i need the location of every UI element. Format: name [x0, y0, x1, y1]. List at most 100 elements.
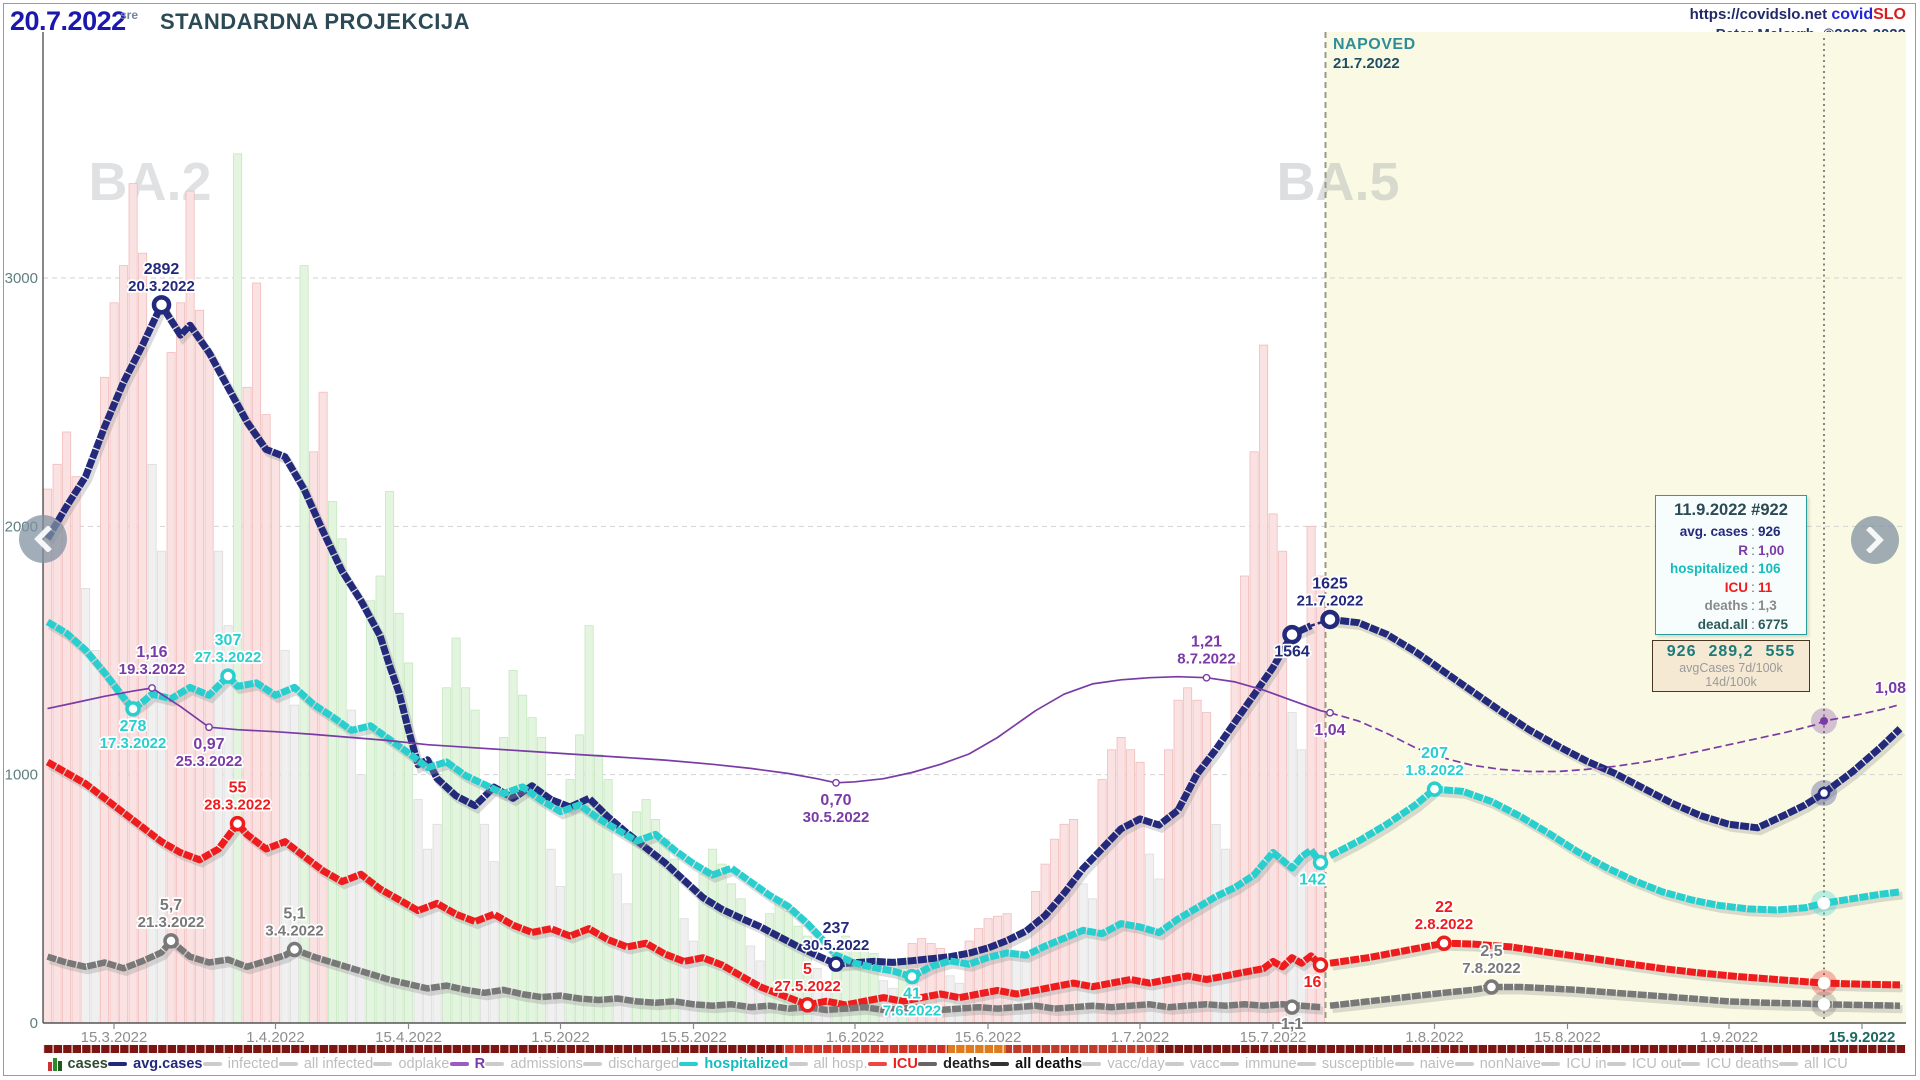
svg-text:1,08: 1,08	[1875, 680, 1906, 697]
cursor-dot-hosp	[1817, 896, 1831, 910]
legend-item-avg-cases[interactable]: avg.cases	[108, 1056, 202, 1072]
chevron-right-icon	[1866, 527, 1884, 553]
legend-dash-icon	[583, 1062, 603, 1066]
timeline-strip	[43, 1044, 1906, 1054]
legend-dash-icon	[108, 1062, 128, 1066]
chart-legend: cases avg.cases infected all infected odplak…	[48, 1056, 1848, 1072]
legend-dash-icon	[1164, 1062, 1184, 1066]
legend-item-nonnaive[interactable]: nonNaive	[1454, 1056, 1541, 1072]
legend-item-all-icu[interactable]: all ICU	[1779, 1056, 1848, 1072]
y-axis-label: 3000	[5, 270, 38, 287]
legend-item-r[interactable]: R	[449, 1056, 486, 1072]
series-hosp-actual	[45, 618, 1324, 981]
source-url-link[interactable]: https://covidslo.net	[1689, 6, 1828, 23]
legend-item-label: ICU deaths	[1706, 1056, 1779, 1072]
legend-dash-icon	[1681, 1062, 1701, 1066]
svg-text:5: 5	[803, 961, 812, 978]
legend-item-label: hospitalized	[704, 1056, 789, 1072]
incidence-strip: 926 289,2 555 avgCases 7d/100k 14d/100k	[1652, 640, 1810, 692]
legend-dash-icon	[485, 1062, 505, 1066]
series-hosp-forecast	[1328, 785, 1901, 914]
legend-dash-icon	[679, 1062, 699, 1066]
legend-dash-icon	[990, 1062, 1010, 1066]
scroll-right-button[interactable]	[1851, 516, 1899, 564]
x-axis-label: 15.9.2022	[1829, 1029, 1896, 1046]
legend-dash-icon	[1394, 1062, 1414, 1066]
svg-text:2.8.2022: 2.8.2022	[1415, 916, 1473, 933]
svg-text:1,04: 1,04	[1314, 722, 1345, 739]
svg-text:7.8.2022: 7.8.2022	[1462, 960, 1520, 977]
legend-dash-icon	[202, 1062, 222, 1066]
series-avg-forecast	[1329, 616, 1903, 832]
legend-item-icu-out[interactable]: ICU out	[1606, 1056, 1681, 1072]
legend-dash-icon	[788, 1062, 808, 1066]
series-r-actual	[47, 675, 1331, 784]
cursor-dot-avg	[1817, 786, 1831, 800]
svg-text:19.3.2022: 19.3.2022	[119, 661, 186, 678]
legend-item-icu-in[interactable]: ICU in	[1541, 1056, 1607, 1072]
info-row-avg: avg. cases:926	[1679, 524, 1781, 539]
legend-item-vacc[interactable]: vacc	[1164, 1056, 1220, 1072]
legend-item-naive[interactable]: naive	[1394, 1056, 1454, 1072]
svg-text:21.3.2022: 21.3.2022	[138, 914, 205, 931]
svg-text:1,21: 1,21	[1191, 634, 1222, 651]
legend-dash-icon	[449, 1062, 469, 1066]
legend-item-cases[interactable]: cases	[48, 1056, 108, 1072]
forecast-date: 21.7.2022	[1333, 55, 1400, 72]
y-axis-label: 1000	[5, 767, 38, 784]
legend-item-deaths[interactable]: deaths	[918, 1056, 990, 1072]
incidence-values: 926 289,2 555	[1666, 643, 1796, 660]
series-shadow	[1332, 986, 1903, 1014]
cases-bars-icon	[48, 1057, 62, 1071]
svg-text:0,70: 0,70	[820, 792, 851, 809]
legend-item-immune[interactable]: immune	[1220, 1056, 1297, 1072]
legend-item-label: odplake	[398, 1056, 450, 1072]
legend-item-all-deaths[interactable]: all deaths	[990, 1056, 1082, 1072]
x-axis-label: 15.6.2022	[955, 1029, 1022, 1046]
brand-covid[interactable]: covid	[1831, 6, 1874, 23]
svg-text:20.3.2022: 20.3.2022	[128, 278, 195, 295]
legend-item-infected[interactable]: infected	[202, 1056, 279, 1072]
daily-cases-bars	[43, 153, 1326, 1024]
brand-slo[interactable]: SLO	[1873, 6, 1906, 23]
svg-text:25.3.2022: 25.3.2022	[176, 753, 243, 770]
svg-text:55: 55	[229, 780, 247, 797]
legend-dash-icon	[1296, 1062, 1316, 1066]
legend-item-all-hosp-[interactable]: all hosp.	[788, 1056, 868, 1072]
cursor-info-box: 11.9.2022 #922 avg. cases:926 R:1,00 hospi…	[1655, 495, 1807, 635]
svg-text:27.5.2022: 27.5.2022	[774, 978, 841, 995]
legend-item-icu-deaths[interactable]: ICU deaths	[1681, 1056, 1779, 1072]
page-title: STANDARDNA PROJEKCIJA	[160, 9, 470, 34]
svg-text:1,1: 1,1	[1281, 1016, 1303, 1033]
legend-item-label: cases	[67, 1056, 108, 1072]
info-row-deadall: dead.all:6775	[1697, 616, 1789, 632]
legend-item-label: vacc/day	[1107, 1056, 1165, 1072]
svg-text:3.4.2022: 3.4.2022	[265, 923, 323, 940]
x-axis-label: 15.4.2022	[375, 1029, 442, 1046]
x-axis-label: 1.9.2022	[1700, 1029, 1758, 1046]
legend-item-susceptible[interactable]: susceptible	[1296, 1056, 1394, 1072]
cursor-dot-deaths	[1817, 998, 1831, 1011]
legend-dash-icon	[1082, 1062, 1102, 1066]
x-axis-label: 15.8.2022	[1534, 1029, 1601, 1046]
legend-item-all-infected[interactable]: all infected	[278, 1056, 373, 1072]
svg-text:28.3.2022: 28.3.2022	[204, 797, 271, 814]
legend-item-vacc-day[interactable]: vacc/day	[1082, 1056, 1165, 1072]
info-box-title: 11.9.2022 #922	[1674, 501, 1788, 519]
legend-item-hospitalized[interactable]: hospitalized	[679, 1056, 788, 1072]
legend-item-odplake[interactable]: odplake	[373, 1056, 449, 1072]
svg-text:16: 16	[1304, 974, 1322, 991]
legend-item-admissions[interactable]: admissions	[485, 1056, 583, 1072]
legend-item-discharged[interactable]: discharged	[583, 1056, 679, 1072]
svg-text:2,5: 2,5	[1480, 943, 1502, 960]
svg-text:21.7.2022: 21.7.2022	[1297, 592, 1364, 609]
svg-text:41: 41	[903, 986, 921, 1003]
scroll-left-button[interactable]	[19, 515, 67, 563]
legend-item-icu[interactable]: ICU	[867, 1056, 918, 1072]
forecast-region	[1325, 32, 1906, 1023]
forecast-label: NAPOVED	[1333, 36, 1416, 53]
legend-item-label: R	[474, 1056, 486, 1072]
series-deaths-forecast	[1329, 983, 1901, 1009]
